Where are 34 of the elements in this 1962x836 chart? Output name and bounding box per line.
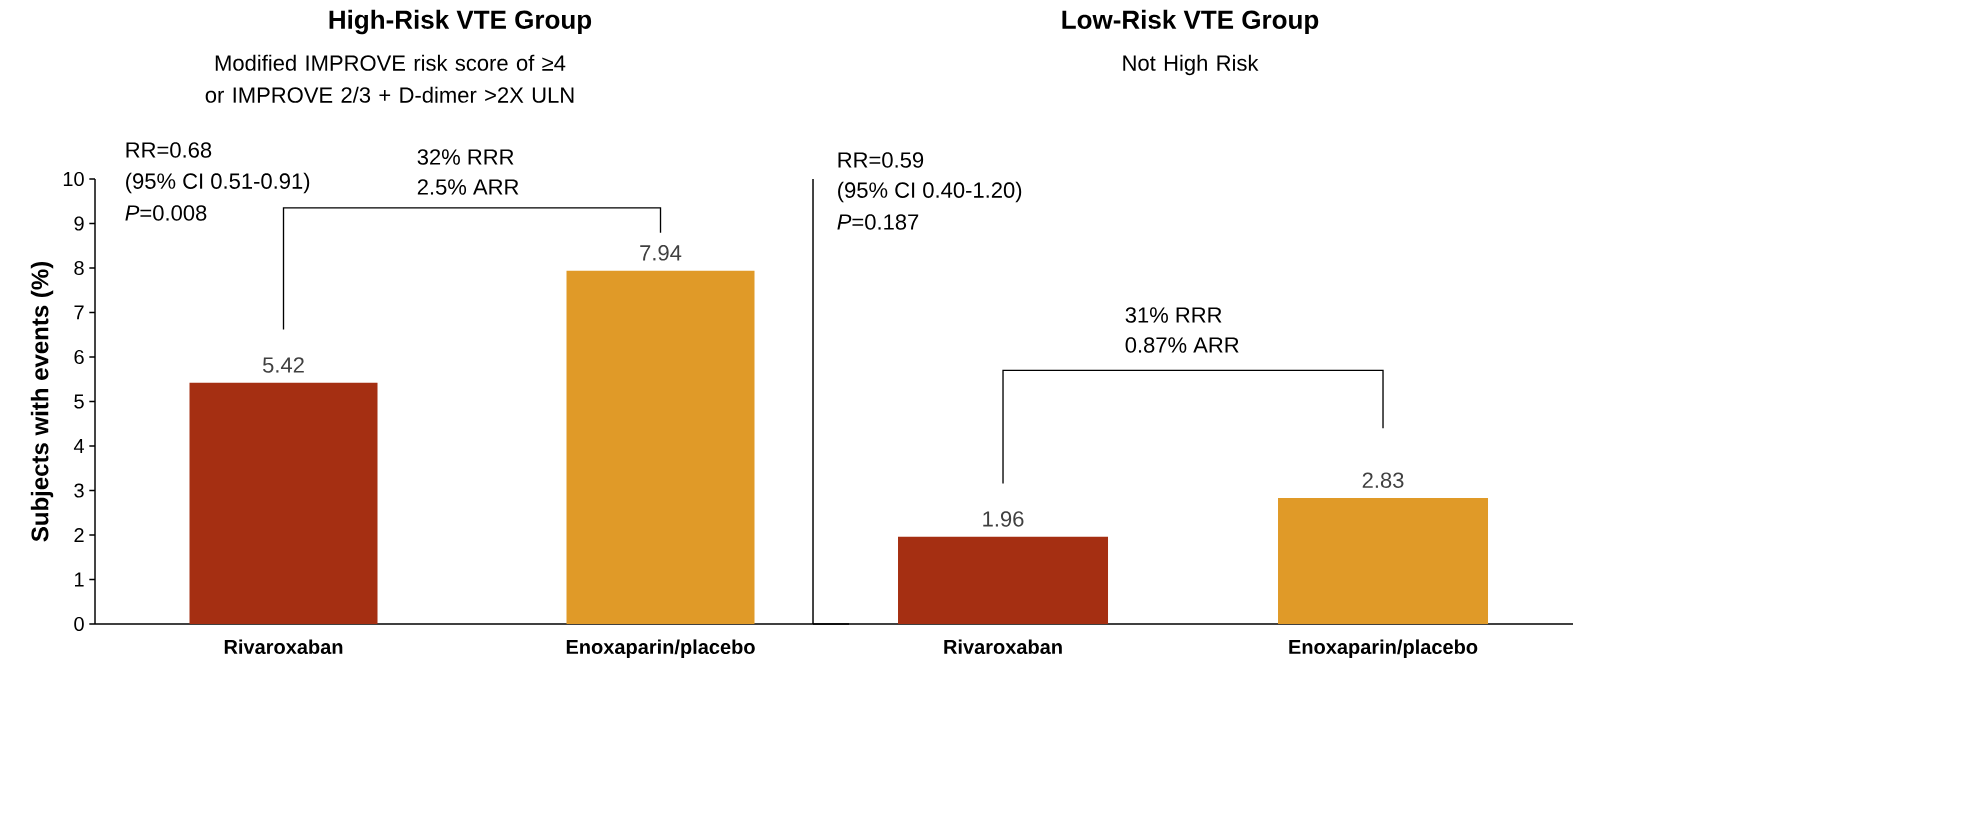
x-tick-label: Rivaroxaban (944, 639, 1062, 655)
x-tick-label: Rivaroxaban (224, 639, 343, 655)
data-label: 5.42 (262, 357, 304, 373)
text: RR=0.68 (126, 142, 212, 158)
annotation: (95% CI 0.51-0.91) (126, 172, 310, 194)
x-tick-label: Enoxaparin/placebo (1289, 639, 1478, 659)
y-tick-label: 1 (75, 572, 84, 587)
y-tick-label: 10 (63, 171, 84, 187)
data-label: 7.94 (640, 245, 682, 261)
chart-title: Low-Risk VTE Group (1062, 9, 1319, 35)
annotation: P=0.008 (125, 205, 207, 221)
data-label: 1.96 (983, 511, 1024, 527)
annotation: 0.87% ARR (1125, 337, 1239, 353)
y-tick-label: 6 (74, 349, 84, 365)
text: RR=0.59 (838, 152, 924, 168)
x-tick-label: Enoxaparin/placebo (566, 639, 755, 659)
data-label: 2.83 (1362, 472, 1404, 489)
annotation: 31% RRR (1125, 307, 1222, 323)
y-tick-label: 4 (73, 439, 85, 453)
chart-subtitle: Modified IMPROVE risk score of ≥4 or IMPROVE 2/3 + D-dimer >2X ULN (205, 54, 574, 103)
y-tick-label: 5 (74, 394, 84, 409)
annotation: P=0.187 (837, 214, 919, 230)
chart-subtitle: Not High Risk (1123, 54, 1259, 76)
annotation: 2.5% ARR (417, 179, 519, 195)
y-axis-title: Subjects with events (%) (30, 262, 54, 542)
y-tick-label: 3 (74, 483, 84, 498)
y-tick-label: 9 (74, 216, 84, 231)
y-tick-label: 0 (74, 616, 84, 632)
chart-title: High-Risk VTE Group (329, 9, 592, 35)
annotation: (95% CI 0.40-1.20) (838, 181, 1022, 203)
text: 32% RRR (417, 149, 514, 165)
y-tick-label: 7 (74, 305, 84, 320)
y-tick-label: 8 (74, 260, 84, 276)
y-tick-label: 2 (74, 528, 84, 542)
